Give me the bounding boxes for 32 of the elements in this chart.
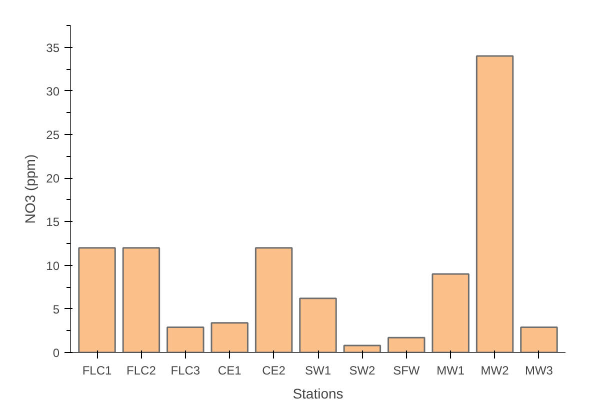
bar: [166, 326, 204, 352]
x-tick-label: FLC2: [126, 364, 156, 378]
y-tick-label: 5: [52, 302, 60, 316]
y-tick-label: 10: [46, 258, 60, 273]
y-axis-title: NO3 (ppm): [22, 154, 38, 224]
bar: [122, 247, 160, 352]
x-tick-label: MW1: [436, 364, 465, 378]
x-axis-title: Stations: [292, 386, 344, 402]
bar: [388, 336, 426, 352]
x-tick-label: CE1: [218, 364, 242, 378]
bar: [476, 55, 514, 352]
bar: [210, 322, 248, 352]
x-tick-label: SW1: [305, 364, 332, 378]
y-tick-label: 0: [52, 346, 60, 360]
y-tick-label: 20: [46, 172, 60, 186]
bar: [299, 298, 337, 352]
x-tick-label: SW2: [349, 364, 376, 378]
y-tick-label: 30: [46, 84, 60, 98]
y-tick-label: 15: [46, 215, 60, 230]
y-tick-label: 35: [46, 40, 60, 55]
x-tick-label: FLC1: [82, 364, 112, 378]
x-tick-label: FLC3: [170, 364, 200, 378]
bar: [520, 326, 558, 352]
bar: [343, 344, 382, 352]
x-tick-label: MW3: [524, 364, 554, 378]
bar: [254, 247, 293, 352]
x-tick-label: CE2: [262, 364, 286, 378]
bar: [78, 247, 116, 352]
x-tick-label: MW2: [480, 364, 510, 378]
y-tick-label: 25: [46, 128, 60, 142]
x-tick-label: SFW: [393, 364, 420, 378]
bar: [432, 273, 470, 352]
